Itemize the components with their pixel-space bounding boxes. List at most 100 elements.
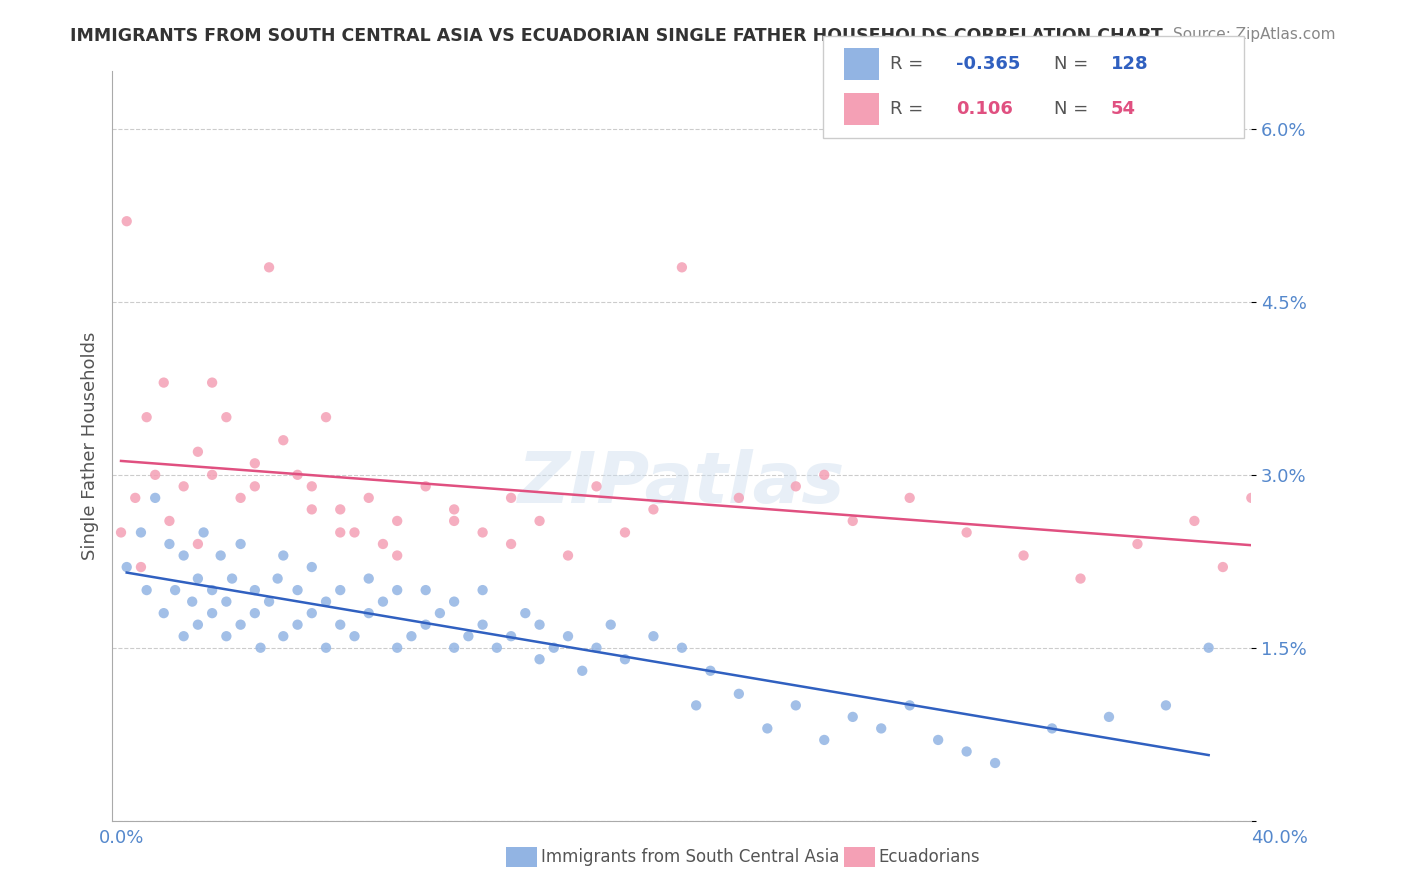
- Point: [257, 594, 280, 608]
- Point: [643, 502, 665, 516]
- Point: [613, 525, 636, 540]
- Point: [165, 583, 187, 598]
- Point: [343, 629, 366, 643]
- Point: [457, 629, 479, 643]
- Point: [543, 640, 565, 655]
- Point: [1212, 560, 1234, 574]
- Point: [110, 525, 132, 540]
- Point: [1069, 572, 1091, 586]
- Point: [785, 479, 807, 493]
- Point: [329, 502, 352, 516]
- Point: [813, 467, 835, 482]
- Point: [515, 606, 537, 620]
- Point: [415, 583, 437, 598]
- Point: [443, 502, 465, 516]
- Point: [221, 572, 243, 586]
- Point: [699, 664, 721, 678]
- Text: 54: 54: [1111, 100, 1136, 118]
- Point: [257, 260, 280, 275]
- Point: [385, 549, 409, 563]
- Point: [343, 525, 366, 540]
- Point: [1198, 640, 1220, 655]
- Point: [984, 756, 1007, 770]
- Point: [201, 467, 224, 482]
- Point: [728, 491, 751, 505]
- Point: [443, 594, 465, 608]
- Text: R =: R =: [890, 100, 929, 118]
- Point: [201, 606, 224, 620]
- Y-axis label: Single Father Households: Single Father Households: [80, 332, 98, 560]
- Point: [243, 606, 266, 620]
- Point: [643, 629, 665, 643]
- Point: [129, 560, 152, 574]
- Point: [301, 479, 323, 493]
- Point: [115, 214, 138, 228]
- Point: [243, 479, 266, 493]
- Point: [357, 606, 380, 620]
- Point: [429, 606, 451, 620]
- Point: [443, 514, 465, 528]
- Point: [1184, 514, 1206, 528]
- Point: [201, 376, 224, 390]
- Point: [443, 640, 465, 655]
- Point: [1240, 491, 1263, 505]
- Point: [813, 733, 835, 747]
- Point: [215, 410, 238, 425]
- Point: [159, 514, 180, 528]
- Point: [756, 722, 779, 736]
- Point: [415, 617, 437, 632]
- Point: [152, 606, 174, 620]
- Point: [401, 629, 423, 643]
- Point: [785, 698, 807, 713]
- Point: [415, 479, 437, 493]
- Point: [173, 629, 195, 643]
- Point: [371, 537, 394, 551]
- Point: [315, 640, 337, 655]
- Point: [229, 491, 252, 505]
- Point: [485, 640, 508, 655]
- Point: [129, 525, 152, 540]
- Point: [501, 537, 523, 551]
- Point: [1126, 537, 1149, 551]
- Point: [287, 467, 309, 482]
- Point: [187, 617, 209, 632]
- Point: [301, 560, 323, 574]
- Point: [671, 640, 693, 655]
- Text: 0.0%: 0.0%: [98, 829, 143, 847]
- Point: [159, 537, 180, 551]
- Point: [273, 434, 295, 448]
- Point: [471, 617, 494, 632]
- Point: [1098, 710, 1121, 724]
- Text: -0.365: -0.365: [956, 55, 1021, 73]
- Point: [956, 525, 979, 540]
- Point: [135, 583, 157, 598]
- Text: R =: R =: [890, 55, 929, 73]
- Point: [357, 491, 380, 505]
- Point: [898, 491, 921, 505]
- Point: [841, 710, 863, 724]
- Point: [124, 491, 146, 505]
- Point: [1012, 549, 1035, 563]
- Text: 40.0%: 40.0%: [1251, 829, 1308, 847]
- Point: [685, 698, 707, 713]
- Point: [266, 572, 288, 586]
- Point: [956, 744, 979, 758]
- Point: [115, 560, 138, 574]
- Point: [135, 410, 157, 425]
- Point: [143, 491, 166, 505]
- Point: [371, 594, 394, 608]
- Point: [187, 444, 209, 458]
- Point: [529, 514, 551, 528]
- Point: [471, 583, 494, 598]
- Point: [209, 549, 232, 563]
- Point: [671, 260, 693, 275]
- Point: [357, 572, 380, 586]
- Point: [501, 491, 523, 505]
- Point: [173, 549, 195, 563]
- Point: [243, 583, 266, 598]
- Point: [501, 629, 523, 643]
- Point: [585, 640, 607, 655]
- Point: [143, 467, 166, 482]
- Point: [301, 502, 323, 516]
- Point: [841, 514, 863, 528]
